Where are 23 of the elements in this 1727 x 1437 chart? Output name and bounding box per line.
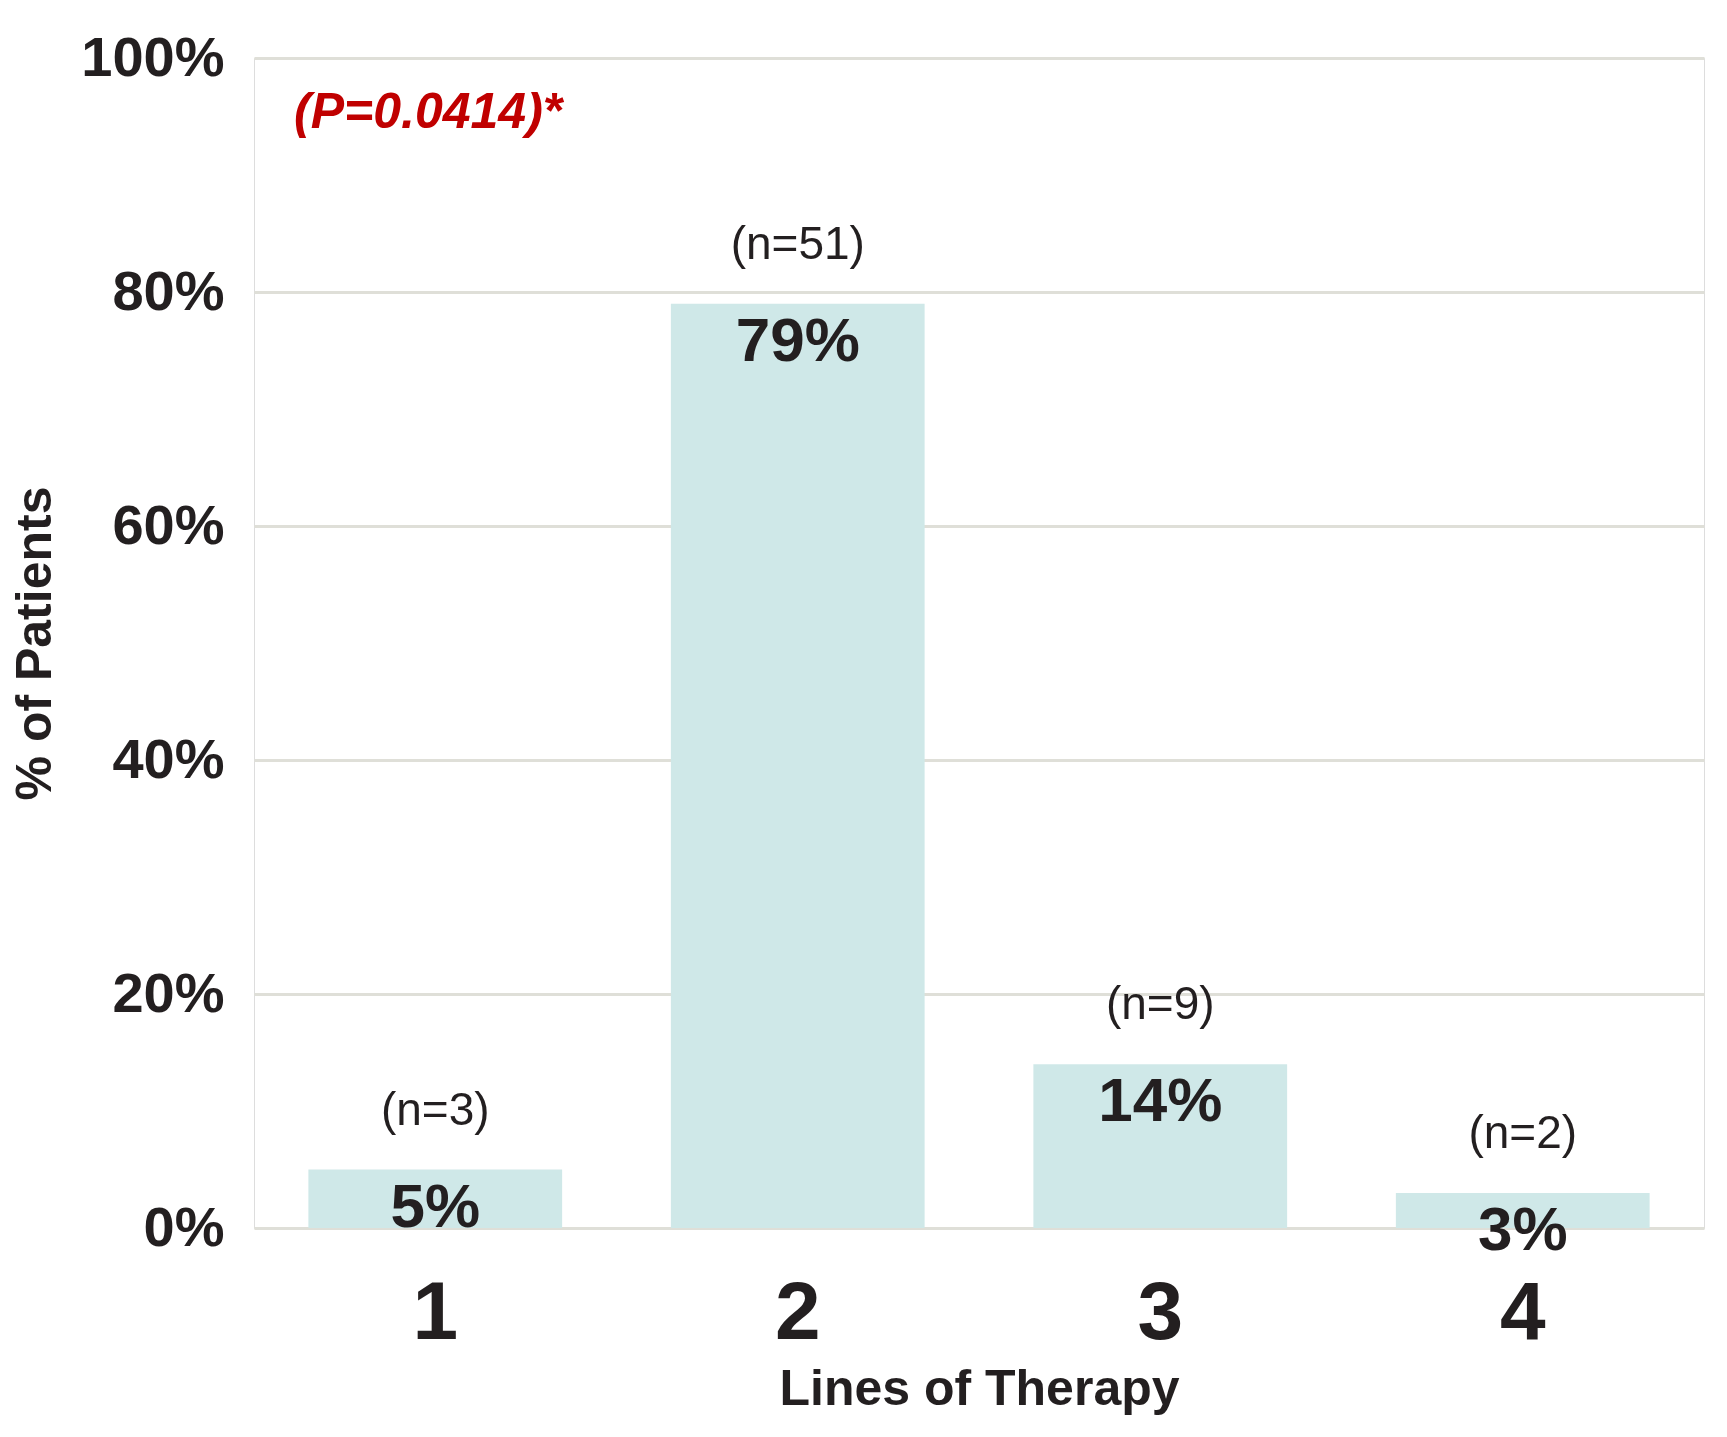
data-label: 79% [735,304,860,374]
bar [670,303,925,1228]
x-tick-label: 1 [412,1264,459,1356]
annotation: (n=3) [380,1082,490,1135]
data-label: 3% [1477,1193,1568,1263]
x-tick-label: 4 [1499,1264,1546,1356]
data-label: 5% [390,1170,481,1240]
data-label: 14% [1098,1065,1223,1135]
y-tick-label: 20% [112,960,225,1024]
annotation: (n=51) [730,216,865,269]
annotation: (n=9) [1105,977,1215,1030]
y-axis-title: % of Patients [6,486,63,801]
bar [1033,1064,1288,1228]
y-tick-label: 80% [112,258,225,322]
x-tick-label: 3 [1137,1264,1184,1356]
y-tick-label: 60% [112,492,225,556]
x-tick-label: 2 [774,1264,821,1356]
annotation: (P=0.0414)* [294,83,565,139]
y-tick-label: 40% [112,726,225,790]
y-tick-label: 0% [143,1194,225,1258]
y-tick-label: 100% [81,24,225,88]
annotation: (n=2) [1468,1105,1578,1158]
x-axis-title: Lines of Therapy [779,1359,1180,1416]
